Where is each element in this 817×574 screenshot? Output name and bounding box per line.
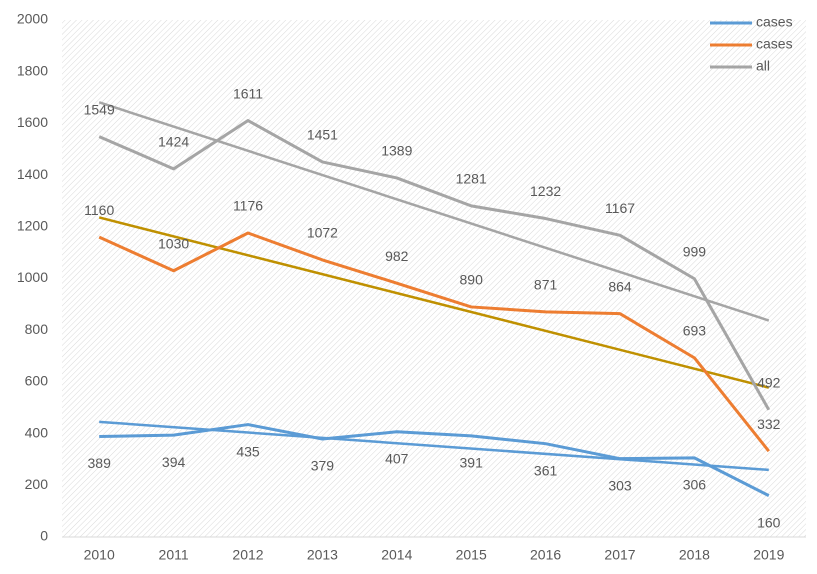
data-label: 160 xyxy=(757,514,781,530)
data-label: 391 xyxy=(460,455,484,471)
y-tick-label: 600 xyxy=(25,373,49,389)
y-tick-label: 1200 xyxy=(17,218,48,234)
plot-area xyxy=(62,20,806,537)
series-line xyxy=(99,423,770,497)
trendline xyxy=(98,101,770,322)
x-tick-label: 2015 xyxy=(456,547,487,563)
data-label: 303 xyxy=(608,477,632,493)
x-tick-label: 2013 xyxy=(307,547,338,563)
x-tick-label: 2011 xyxy=(159,547,189,563)
data-label: 492 xyxy=(757,375,781,391)
legend-label: cases xyxy=(756,36,793,52)
series-line xyxy=(98,231,770,453)
y-tick-label: 0 xyxy=(40,528,48,544)
data-label: 999 xyxy=(683,243,707,259)
legend-label: all xyxy=(756,58,770,74)
data-label: 394 xyxy=(162,454,186,470)
legend-label: cases xyxy=(756,14,793,30)
x-tick-label: 2014 xyxy=(381,547,412,563)
data-label: 890 xyxy=(460,272,484,288)
data-label: 1424 xyxy=(158,134,189,150)
data-label: 864 xyxy=(608,278,632,294)
y-tick-label: 1800 xyxy=(17,62,48,78)
y-tick-label: 1000 xyxy=(17,269,48,285)
data-label: 1030 xyxy=(158,235,189,251)
data-label: 435 xyxy=(236,443,260,459)
x-tick-label: 2019 xyxy=(753,547,784,563)
data-label: 1232 xyxy=(530,183,561,199)
data-label: 407 xyxy=(385,450,409,466)
data-label: 1176 xyxy=(233,198,263,214)
data-label: 693 xyxy=(683,323,707,339)
x-tick-label: 2012 xyxy=(232,547,263,563)
data-label: 1451 xyxy=(307,127,338,143)
data-label: 1167 xyxy=(605,200,635,216)
y-tick-label: 1400 xyxy=(17,166,48,182)
data-label: 1549 xyxy=(84,101,115,117)
x-tick-label: 2018 xyxy=(679,547,710,563)
y-tick-label: 1600 xyxy=(17,114,48,130)
data-label: 332 xyxy=(757,416,781,432)
data-label: 379 xyxy=(311,458,335,474)
data-label: 1389 xyxy=(381,143,412,159)
data-label: 871 xyxy=(534,277,558,293)
y-tick-label: 2000 xyxy=(17,11,48,27)
y-tick-label: 800 xyxy=(25,321,49,337)
data-label: 306 xyxy=(683,477,707,493)
data-label: 1611 xyxy=(233,85,263,101)
series-line xyxy=(98,119,771,411)
data-label: 389 xyxy=(88,455,112,471)
data-label: 1072 xyxy=(307,225,338,241)
x-tick-label: 2016 xyxy=(530,547,561,563)
trendline xyxy=(98,216,770,389)
x-tick-label: 2010 xyxy=(84,547,115,563)
x-tick-label: 2017 xyxy=(604,547,635,563)
data-label: 982 xyxy=(385,248,409,264)
y-tick-label: 200 xyxy=(25,476,49,492)
data-label: 1281 xyxy=(456,171,487,187)
data-label: 361 xyxy=(534,462,558,478)
y-tick-label: 400 xyxy=(25,424,49,440)
data-label: 1160 xyxy=(84,202,114,218)
